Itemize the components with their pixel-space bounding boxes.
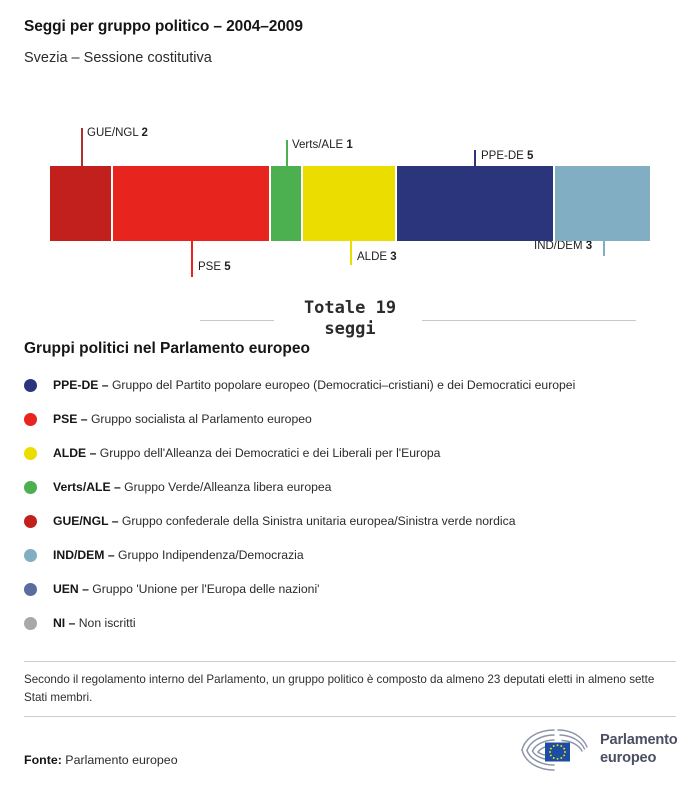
callout-inddem-name: IND/DEM [534,240,583,252]
bar-segment-ind-dem [555,166,650,241]
footer-note: Secondo il regolamento interno del Parla… [24,673,655,704]
callout-pse-value: 5 [224,261,231,273]
callout-ppe-value: 5 [527,150,534,162]
legend-item-abbr: NI – [53,616,79,630]
leader-line-inddem [603,238,605,256]
legend-item-label: GUE/NGL – Gruppo confederale della Sinis… [53,514,515,528]
legend-item-label: ALDE – Gruppo dell'Alleanza dei Democrat… [53,446,440,460]
legend-color-dot [24,412,37,426]
legend-item-alde: ALDE – Gruppo dell'Alleanza dei Democrat… [24,436,676,470]
callout-inddem: IND/DEM 3 [534,240,593,253]
callout-pse-name: PSE [198,261,222,273]
legend-item-abbr: PSE – [53,412,91,426]
source-value: Parlamento europeo [61,753,178,767]
hemicycle-icon [518,727,594,773]
legend-item-abbr: GUE/NGL – [53,514,122,528]
legend-item-ppe-de: PPE-DE – Gruppo del Partito popolare eur… [24,368,676,402]
callout-ppe-name: PPE-DE [481,150,524,162]
total-rule-left [200,320,274,321]
callout-gue-value: 2 [141,127,148,139]
legend-item-label: PPE-DE – Gruppo del Partito popolare eur… [53,378,575,392]
legend-item-description: Gruppo 'Unione per l'Europa delle nazion… [92,582,320,596]
legend-item-pse: PSE – Gruppo socialista al Parlamento eu… [24,402,676,436]
legend-item-abbr: PPE-DE – [53,378,112,392]
legend-list: PPE-DE – Gruppo del Partito popolare eur… [24,368,676,640]
legend-item-uen: UEN – Gruppo 'Unione per l'Europa delle … [24,572,676,606]
callout-alde-value: 3 [390,251,397,263]
page-title: Seggi per gruppo politico – 2004–2009 [24,18,303,35]
callout-verts-name: Verts/ALE [292,139,344,151]
legend-item-ind-dem: IND/DEM – Gruppo Indipendenza/Democrazia [24,538,676,572]
legend-color-dot [24,378,37,392]
legend-item-ni: NI – Non iscritti [24,606,676,640]
page-subtitle: Svezia – Sessione costitutiva [24,50,212,66]
legend-item-label: UEN – Gruppo 'Unione per l'Europa delle … [53,582,319,596]
leader-line-ppe [474,150,476,166]
european-parliament-logo: Parlamento europeo [518,727,678,775]
logo-line-2: europeo [600,749,657,766]
callout-gue: GUE/NGL 2 [87,127,148,140]
callout-verts-value: 1 [346,139,353,151]
legend-item-label: PSE – Gruppo socialista al Parlamento eu… [53,412,312,426]
legend-item-description: Gruppo socialista al Parlamento europeo [90,412,312,426]
legend-item-abbr: IND/DEM – [53,548,119,562]
legend-title: Gruppi politici nel Parlamento europeo [24,340,310,357]
callout-pse: PSE 5 [198,261,231,274]
legend-item-description: Gruppo del Partito popolare europeo (Dem… [111,378,576,392]
legend-item-description: Non iscritti [78,616,136,630]
legend-item-abbr: Verts/ALE – [53,480,125,494]
legend-color-dot [24,582,37,596]
legend-color-dot [24,480,37,494]
bar-segment-ppe-de [397,166,556,241]
leader-line-gue [81,128,83,166]
leader-line-alde [350,241,352,265]
source-line: Fonte: Parlamento europeo [24,753,178,767]
legend-color-dot [24,514,37,528]
legend-item-label: NI – Non iscritti [53,616,136,630]
legend-item-description: Gruppo confederale della Sinistra unitar… [121,514,516,528]
callout-verts: Verts/ALE 1 [292,139,353,152]
legend-item-description: Gruppo Indipendenza/Democrazia [118,548,304,562]
source-label: Fonte: [24,753,62,767]
bar-segment-gue-ngl [50,166,114,241]
bar-segment-pse [113,166,272,241]
legend-item-description: Gruppo Verde/Alleanza libera europea [124,480,332,494]
legend-item-label: IND/DEM – Gruppo Indipendenza/Democrazia [53,548,304,562]
total-rule-right [422,320,636,321]
logo-line-1: Parlamento [600,732,678,748]
total-seats-block: Totale 19 seggi [0,298,700,341]
leader-line-verts [286,140,288,166]
total-seats-label: Totale 19 seggi [303,298,397,340]
legend-item-abbr: UEN – [53,582,93,596]
leader-line-pse [191,241,193,277]
footer-divider-bottom [24,716,676,717]
legend-item-label: Verts/ALE – Gruppo Verde/Alleanza libera… [53,480,331,494]
stacked-bar [50,166,650,241]
logo-wordmark: Parlamento europeo [600,732,678,768]
seats-bar-chart: GUE/NGL 2 Verts/ALE 1 PPE-DE 5 PSE 5 ALD… [0,0,700,300]
legend-color-dot [24,446,37,460]
legend-item-description: Gruppo dell'Alleanza dei Democratici e d… [99,446,441,460]
bar-segment-verts-ale [271,166,303,241]
legend-item-gue-ngl: GUE/NGL – Gruppo confederale della Sinis… [24,504,676,538]
callout-alde-name: ALDE [357,251,388,263]
footer-divider-top [24,661,676,662]
legend-item-abbr: ALDE – [53,446,100,460]
callout-alde: ALDE 3 [357,251,397,264]
callout-ppe: PPE-DE 5 [481,150,534,163]
bar-segment-alde [302,166,398,241]
legend-color-dot [24,548,37,562]
callout-inddem-value: 3 [585,240,593,252]
legend-color-dot [24,616,37,630]
legend-item-verts-ale: Verts/ALE – Gruppo Verde/Alleanza libera… [24,470,676,504]
callout-gue-name: GUE/NGL [87,127,139,139]
